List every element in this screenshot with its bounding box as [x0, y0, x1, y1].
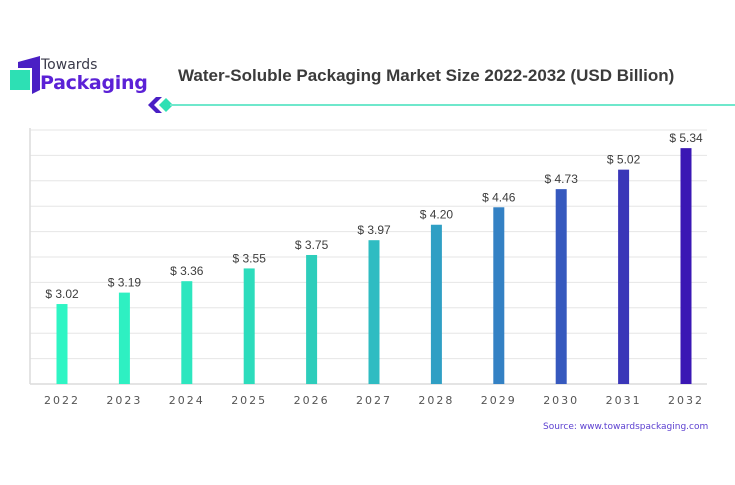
data-label-2027: $ 3.97 — [357, 223, 391, 237]
x-tick-2026: 2026 — [294, 394, 330, 407]
data-label-2031: $ 5.02 — [607, 153, 641, 167]
data-label-2029: $ 4.46 — [482, 190, 516, 204]
data-label-2026: $ 3.75 — [295, 238, 329, 252]
bar-2032 — [680, 148, 692, 384]
x-tick-2030: 2030 — [543, 394, 579, 407]
x-tick-2027: 2027 — [356, 394, 392, 407]
towards-packaging-logo-icon — [10, 56, 40, 94]
x-tick-2032: 2032 — [668, 394, 704, 407]
brand-line-2: Packaging — [40, 72, 148, 94]
bar-2025 — [243, 268, 255, 384]
data-label-2024: $ 3.36 — [170, 264, 204, 278]
x-tick-2022: 2022 — [44, 394, 80, 407]
bar-2022 — [56, 304, 68, 384]
chevron-left-icon — [148, 97, 162, 113]
x-tick-2028: 2028 — [418, 394, 454, 407]
data-label-2028: $ 4.20 — [420, 208, 454, 222]
data-label-2032: $ 5.34 — [669, 131, 703, 145]
source-text: Source: www.towardspackaging.com — [543, 422, 709, 432]
bar-2026 — [306, 254, 318, 384]
x-tick-2031: 2031 — [606, 394, 642, 407]
data-label-2022: $ 3.02 — [45, 287, 79, 301]
diamond-icon — [159, 98, 173, 112]
bar-2024 — [181, 281, 193, 384]
brand-line-1: Towards — [41, 57, 98, 73]
data-label-2030: $ 4.73 — [545, 172, 579, 186]
data-label-2023: $ 3.19 — [108, 276, 142, 290]
x-tick-2029: 2029 — [481, 394, 517, 407]
x-tick-2025: 2025 — [231, 394, 267, 407]
bar-2023 — [118, 292, 130, 384]
title-divider — [148, 97, 735, 113]
x-tick-2024: 2024 — [169, 394, 205, 407]
chart-title: Water-Soluble Packaging Market Size 2022… — [178, 66, 675, 85]
bar-2030 — [555, 189, 567, 384]
bar-2028 — [430, 224, 442, 384]
bar-2027 — [368, 240, 380, 384]
data-label-2025: $ 3.55 — [233, 251, 267, 265]
bar-2029 — [493, 207, 505, 384]
bar-2031 — [618, 169, 630, 384]
x-tick-2023: 2023 — [106, 394, 142, 407]
